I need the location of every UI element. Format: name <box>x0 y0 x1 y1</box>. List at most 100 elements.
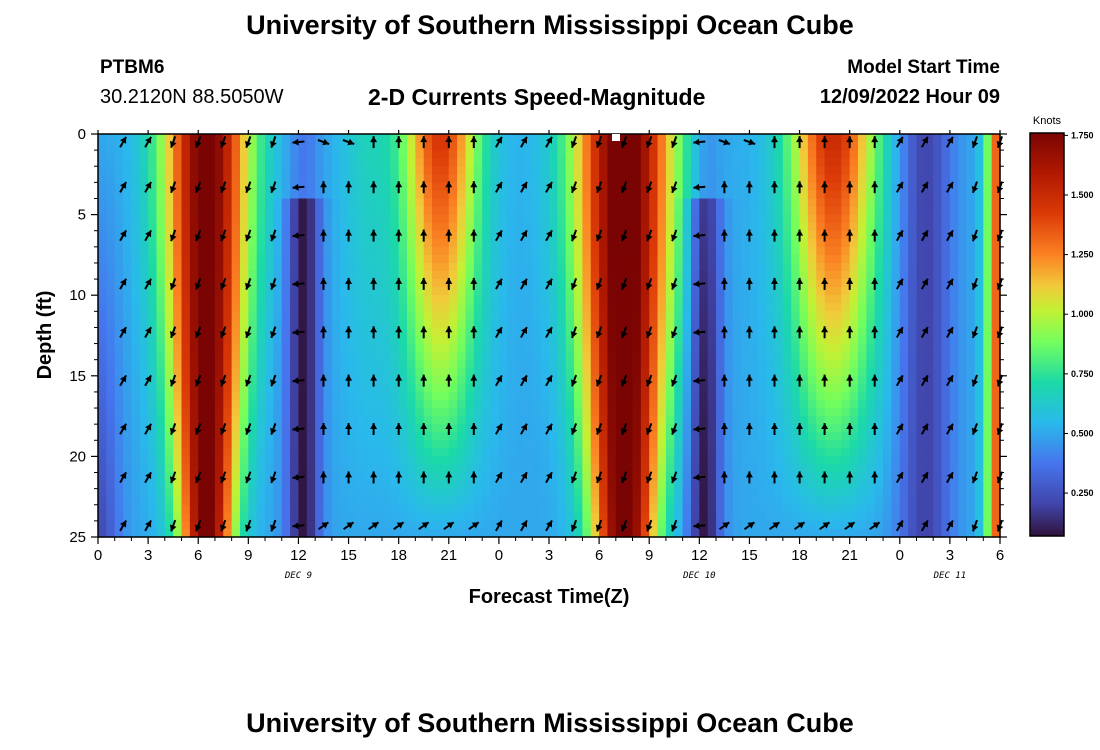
heatmap-cell <box>874 166 884 175</box>
heatmap-cell <box>816 254 826 264</box>
heatmap-cell <box>866 303 876 312</box>
heatmap-cell <box>624 190 634 200</box>
heatmap-cell <box>164 166 174 175</box>
heatmap-cell <box>774 472 784 482</box>
heatmap-cell <box>782 279 792 288</box>
heatmap-cell <box>423 399 433 409</box>
heatmap-cell <box>214 319 224 329</box>
heatmap-cell <box>649 488 659 498</box>
heatmap-cell <box>599 480 609 490</box>
heatmap-cell <box>757 287 767 296</box>
heatmap-cell <box>690 134 700 143</box>
heatmap-cell <box>98 416 107 425</box>
heatmap-cell <box>498 504 508 514</box>
heatmap-cell <box>306 311 316 320</box>
heatmap-cell <box>432 262 442 272</box>
heatmap-cell <box>841 246 851 256</box>
heatmap-cell <box>607 150 617 159</box>
heatmap-cell <box>908 190 918 200</box>
heatmap-cell <box>123 158 133 167</box>
heatmap-cell <box>557 488 567 498</box>
heatmap-cell <box>323 432 333 441</box>
heatmap-cell <box>256 520 266 530</box>
heatmap-cell <box>741 166 751 175</box>
heatmap-cell <box>181 528 191 538</box>
heatmap-cell <box>540 254 550 264</box>
heatmap-cell <box>799 303 809 312</box>
heatmap-cell <box>265 190 274 200</box>
heatmap-cell <box>407 464 416 474</box>
heatmap-cell <box>365 367 375 377</box>
heatmap-cell <box>791 246 801 256</box>
heatmap-cell <box>791 391 801 401</box>
heatmap-cell <box>139 246 149 256</box>
heatmap-cell <box>832 351 842 361</box>
heatmap-cell <box>690 343 700 353</box>
heatmap-cell <box>757 512 767 522</box>
heatmap-cell <box>732 335 742 345</box>
heatmap-cell <box>490 182 500 192</box>
heatmap-cell <box>741 230 751 240</box>
heatmap-cell <box>632 174 642 183</box>
heatmap-cell <box>164 335 174 345</box>
heatmap-cell <box>490 206 500 216</box>
heatmap-cell <box>565 150 575 159</box>
heatmap-cell <box>858 190 867 200</box>
heatmap-cell <box>131 512 141 522</box>
heatmap-cell <box>440 198 450 208</box>
heatmap-cell <box>799 150 809 159</box>
heatmap-cell <box>340 512 350 522</box>
heatmap-cell <box>649 230 659 240</box>
heatmap-cell <box>457 198 467 208</box>
heatmap-cell <box>356 399 366 409</box>
heatmap-cell <box>649 383 659 393</box>
heatmap-cell <box>640 335 650 345</box>
heatmap-cell <box>507 528 517 538</box>
heatmap-cell <box>574 198 584 208</box>
heatmap-cell <box>365 416 375 425</box>
heatmap-cell <box>615 174 625 183</box>
heatmap-cell <box>198 528 208 538</box>
heatmap-cell <box>323 142 333 151</box>
heatmap-cell <box>916 182 926 192</box>
heatmap-cell <box>239 222 249 232</box>
heatmap-cell <box>716 158 725 167</box>
heatmap-cell <box>407 295 416 304</box>
heatmap-cell <box>657 142 667 151</box>
heatmap-cell <box>139 528 149 538</box>
heatmap-cell <box>448 279 458 288</box>
heatmap-cell <box>574 488 584 498</box>
heatmap-cell <box>682 214 692 224</box>
heatmap-cell <box>782 158 792 167</box>
heatmap-cell <box>632 456 642 466</box>
heatmap-cell <box>590 142 600 151</box>
heatmap-cell <box>766 424 776 433</box>
heatmap-cell <box>774 222 784 232</box>
heatmap-cell <box>415 496 425 506</box>
heatmap-cell <box>214 279 224 288</box>
heatmap-cell <box>883 246 893 256</box>
heatmap-cell <box>523 158 533 167</box>
heatmap-cell <box>348 496 358 506</box>
heatmap-cell <box>148 150 158 159</box>
heatmap-cell <box>757 327 767 337</box>
heatmap-cell <box>599 182 609 192</box>
heatmap-cell <box>298 416 308 425</box>
heatmap-cell <box>231 327 241 337</box>
heatmap-cell <box>173 303 183 312</box>
heatmap-cell <box>148 480 158 490</box>
heatmap-cell <box>540 488 550 498</box>
heatmap-cell <box>348 174 358 183</box>
heatmap-cell <box>665 254 675 264</box>
heatmap-cell <box>507 416 517 425</box>
heatmap-cell <box>340 134 350 143</box>
heatmap-cell <box>582 496 592 506</box>
heatmap-cell <box>590 424 600 433</box>
heatmap-cell <box>849 206 859 216</box>
heatmap-cell <box>565 262 575 272</box>
heatmap-cell <box>457 238 467 248</box>
heatmap-cell <box>164 327 174 337</box>
heatmap-cell <box>498 182 508 192</box>
heatmap-cell <box>173 351 183 361</box>
heatmap-cell <box>256 464 266 474</box>
